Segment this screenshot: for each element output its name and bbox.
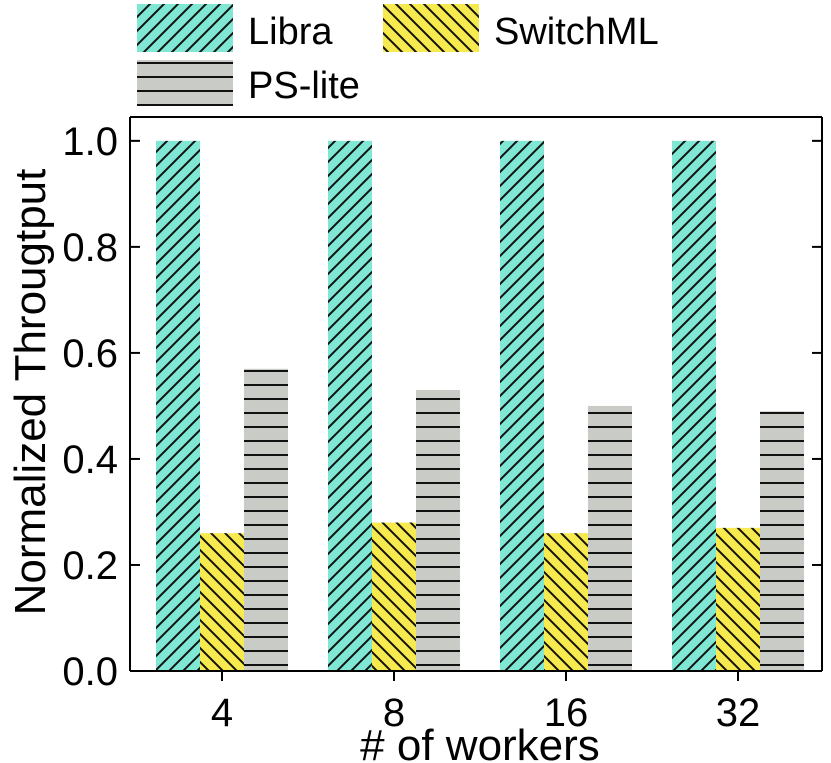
bars — [156, 140, 804, 672]
bar-ps-lite-16 — [588, 405, 632, 671]
bar-libra-32 — [672, 140, 716, 672]
y-tick-label: 0.4 — [62, 438, 118, 482]
bar-libra-4 — [156, 140, 200, 672]
bar-ps-lite-32 — [760, 411, 804, 671]
y-ticks: 0.0 0.2 0.4 0.6 0.8 1.0 — [62, 120, 822, 694]
y-tick-label: 1.0 — [62, 120, 118, 164]
legend-swatch-switchml — [383, 4, 479, 52]
y-tick-label: 0.2 — [62, 544, 118, 588]
legend-item-switchml: SwitchML — [383, 4, 659, 53]
bar-switchml-32 — [716, 527, 760, 671]
legend-swatch-ps-lite — [137, 60, 233, 106]
x-tick-label: 32 — [716, 691, 761, 735]
bar-switchml-8 — [372, 522, 416, 671]
bar-ps-lite-4 — [244, 368, 288, 671]
y-tick-label: 0.6 — [62, 332, 118, 376]
legend-label-ps-lite: PS-lite — [248, 65, 360, 107]
legend-swatch-libra — [137, 4, 233, 52]
legend-label-switchml: SwitchML — [494, 11, 659, 53]
bar-switchml-4 — [200, 533, 244, 671]
axes — [129, 116, 823, 672]
legend-item-libra: Libra — [137, 4, 333, 53]
legend-label-libra: Libra — [248, 11, 333, 53]
bar-ps-lite-8 — [416, 390, 460, 671]
y-tick-label: 0.0 — [62, 650, 118, 694]
x-tick-label: 16 — [544, 691, 589, 735]
bar-libra-16 — [500, 140, 544, 672]
bar-libra-8 — [328, 140, 372, 672]
bar-switchml-16 — [544, 533, 588, 671]
x-tick-label: 4 — [211, 691, 233, 735]
x-tick-label: 8 — [383, 691, 405, 735]
x-axis-label: # of workers — [360, 721, 600, 763]
y-tick-label: 0.8 — [62, 226, 118, 270]
legend-item-ps-lite: PS-lite — [137, 60, 360, 107]
y-axis-label: Normalized Througtput — [6, 169, 55, 616]
legend: Libra SwitchML PS-lite — [137, 4, 659, 107]
x-ticks: 4 8 16 32 — [211, 671, 760, 735]
